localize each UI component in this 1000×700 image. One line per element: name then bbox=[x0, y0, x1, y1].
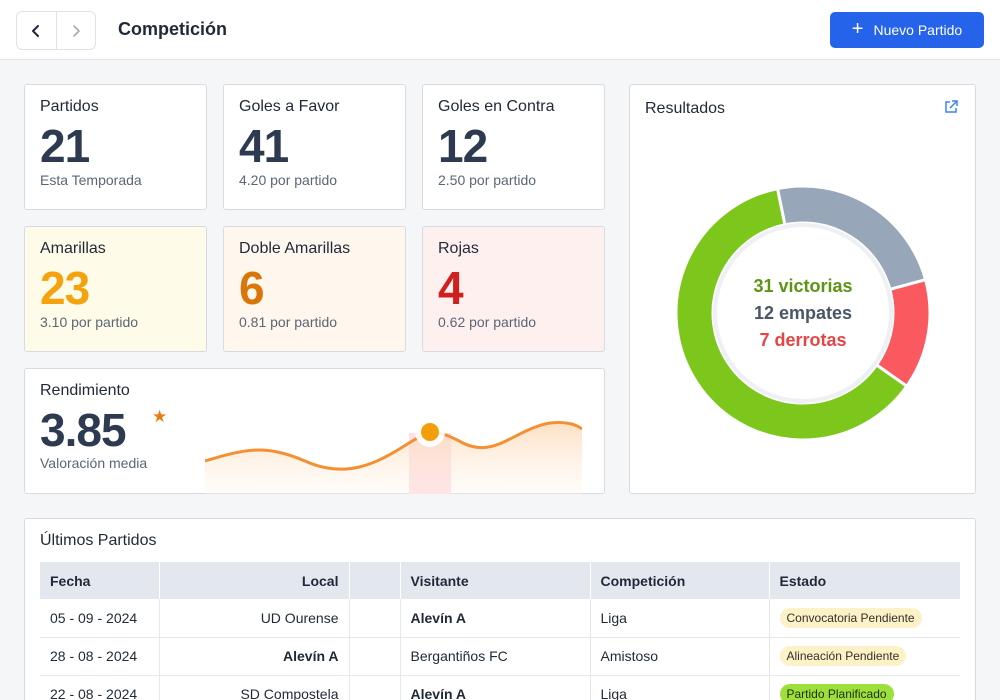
draws-label: 12 empates bbox=[753, 302, 853, 323]
external-link-icon[interactable] bbox=[943, 99, 959, 120]
donut-center-labels: 31 victorias 12 empates 7 derrotas bbox=[667, 177, 939, 449]
stat-card-yellow-cards: Amarillas 23 3.10 por partido bbox=[24, 226, 207, 352]
page-title: Competición bbox=[118, 19, 228, 39]
match-date: 22 - 08 - 2024 bbox=[40, 675, 160, 700]
stat-subtext: 4.20 por partido bbox=[239, 172, 338, 188]
match-away-team: Bergantiños FC bbox=[400, 637, 591, 676]
stat-value: 21 bbox=[40, 120, 90, 172]
star-icon: ★ bbox=[152, 407, 168, 426]
match-home-team: Alevín A bbox=[159, 637, 350, 676]
results-donut-chart bbox=[674, 184, 932, 442]
match-home-team: UD Ourense bbox=[159, 599, 350, 638]
table-row[interactable]: 22 - 08 - 2024 SD Compostela Alevín A Li… bbox=[40, 675, 960, 700]
new-match-label: Nuevo Partido bbox=[873, 22, 963, 38]
performance-value: 3.85 bbox=[40, 404, 127, 456]
stat-subtext: 3.10 por partido bbox=[40, 314, 139, 330]
stat-subtext: 0.62 por partido bbox=[438, 314, 537, 330]
nav-button-group bbox=[16, 11, 96, 50]
stat-value: 6 bbox=[239, 262, 265, 314]
recent-matches-title: Últimos Partidos bbox=[40, 532, 157, 549]
column-header-home[interactable]: Local bbox=[159, 562, 350, 599]
chevron-left-icon bbox=[32, 24, 40, 37]
stat-label: Amarillas bbox=[40, 240, 106, 257]
stat-card-red-cards: Rojas 4 0.62 por partido bbox=[422, 226, 605, 352]
matches-table: Fecha Local Visitante Competición Estado… bbox=[40, 562, 960, 700]
new-match-button[interactable]: + Nuevo Partido bbox=[830, 12, 984, 48]
column-header-status[interactable]: Estado bbox=[769, 562, 960, 599]
match-status: Alineación Pendiente bbox=[769, 637, 960, 676]
stat-card-double-yellow: Doble Amarillas 6 0.81 por partido bbox=[223, 226, 406, 352]
match-score bbox=[349, 675, 401, 700]
stat-subtext: 2.50 por partido bbox=[438, 172, 537, 188]
stat-value: 4 bbox=[438, 262, 464, 314]
stat-card-goals-against: Goles en Contra 12 2.50 por partido bbox=[422, 84, 605, 210]
match-away-team: Alevín A bbox=[400, 599, 591, 638]
status-badge: Alineación Pendiente bbox=[779, 646, 907, 666]
column-header-score bbox=[349, 562, 401, 599]
column-header-date[interactable]: Fecha bbox=[40, 562, 160, 599]
results-title: Resultados bbox=[645, 100, 726, 117]
table-row[interactable]: 28 - 08 - 2024 Alevín A Bergantiños FC A… bbox=[40, 637, 960, 676]
match-competition: Liga bbox=[590, 675, 770, 700]
status-badge: Convocatoria Pendiente bbox=[779, 607, 922, 628]
stat-card-goals-for: Goles a Favor 41 4.20 por partido bbox=[223, 84, 406, 210]
match-competition: Amistoso bbox=[590, 637, 770, 676]
match-status: Convocatoria Pendiente bbox=[769, 599, 960, 638]
stat-value: 12 bbox=[438, 120, 488, 172]
match-away-team: Alevín A bbox=[400, 675, 591, 700]
column-header-away[interactable]: Visitante bbox=[400, 562, 591, 599]
match-status: Partido Planificado bbox=[769, 675, 960, 700]
performance-card: Rendimiento 3.85 ★ Valoración media bbox=[24, 368, 605, 494]
plus-icon: + bbox=[851, 18, 864, 40]
forward-button[interactable] bbox=[55, 12, 95, 49]
donut-center bbox=[713, 223, 893, 403]
back-button[interactable] bbox=[17, 12, 56, 49]
stat-value: 23 bbox=[40, 262, 90, 314]
stat-subtext: Esta Temporada bbox=[40, 172, 142, 188]
match-home-team: SD Compostela bbox=[159, 675, 350, 700]
wins-label: 31 victorias bbox=[753, 275, 853, 296]
column-header-competition[interactable]: Competición bbox=[590, 562, 770, 599]
chevron-right-icon bbox=[73, 24, 80, 37]
table-row[interactable]: 05 - 09 - 2024 UD Ourense Alevín A Liga … bbox=[40, 599, 960, 638]
status-badge: Partido Planificado bbox=[779, 684, 894, 700]
stat-label: Goles en Contra bbox=[438, 98, 555, 115]
recent-matches-card: Últimos Partidos Fecha Local Visitante C… bbox=[24, 518, 976, 700]
performance-label: Rendimiento bbox=[40, 382, 130, 399]
table-header-row: Fecha Local Visitante Competición Estado bbox=[40, 562, 960, 599]
stat-card-matches: Partidos 21 Esta Temporada bbox=[24, 84, 207, 210]
stat-label: Doble Amarillas bbox=[239, 240, 351, 257]
sparkline-point bbox=[421, 423, 439, 441]
losses-label: 7 derrotas bbox=[759, 329, 847, 350]
match-date: 28 - 08 - 2024 bbox=[40, 637, 160, 676]
match-score bbox=[349, 599, 401, 638]
match-competition: Liga bbox=[590, 599, 770, 638]
top-bar: Competición + Nuevo Partido bbox=[0, 0, 1000, 60]
match-score bbox=[349, 637, 401, 676]
sparkline-area bbox=[205, 422, 582, 494]
stat-subtext: 0.81 por partido bbox=[239, 314, 338, 330]
stat-label: Goles a Favor bbox=[239, 98, 340, 115]
stat-label: Partidos bbox=[40, 98, 99, 115]
stat-value: 41 bbox=[239, 120, 289, 172]
results-card: Resultados 31 victorias 12 empates 7 der… bbox=[629, 84, 976, 494]
stat-label: Rojas bbox=[438, 240, 479, 257]
performance-sparkline bbox=[205, 417, 582, 494]
performance-subtext: Valoración media bbox=[40, 455, 148, 471]
match-date: 05 - 09 - 2024 bbox=[40, 599, 160, 638]
